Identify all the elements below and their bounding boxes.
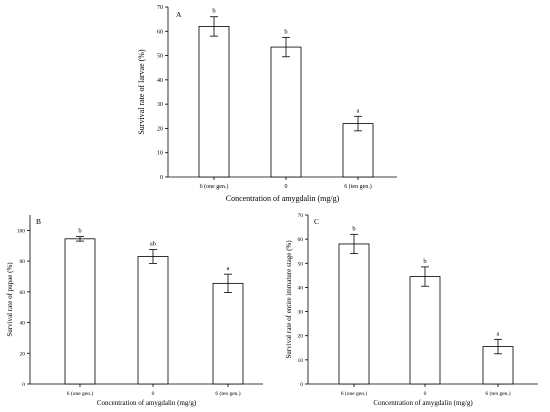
y-tick-label: 0 — [300, 382, 303, 388]
y-tick-label: 30 — [298, 310, 304, 316]
y-tick-label: 70 — [157, 5, 163, 11]
panel-label: B — [36, 217, 41, 226]
y-tick-label: 100 — [17, 228, 26, 234]
y-tick-label: 60 — [298, 237, 304, 243]
y-tick-label: 40 — [298, 285, 304, 291]
x-tick-label: 6 (ten gen.) — [344, 183, 372, 190]
x-tick-label: 0 — [424, 391, 427, 397]
y-tick-label: 20 — [20, 351, 26, 357]
y-tick-label: 0 — [160, 175, 163, 181]
x-tick-label: 0 — [285, 184, 288, 190]
significance-label: b — [212, 8, 215, 15]
significance-label: b — [78, 228, 81, 235]
y-tick-label: 70 — [298, 213, 304, 219]
significance-label: a — [497, 330, 500, 337]
y-tick-label: 50 — [157, 54, 163, 60]
x-axis-title: Concentration of amygdalin (mg/g) — [226, 194, 340, 203]
y-axis-title: Survival rate of pupae (%) — [6, 262, 14, 337]
bar — [198, 26, 230, 178]
panel-c: C 0 10 20 30 40 50 60 70 b 6 (one gen.) b 0 a 6 (ten g… — [285, 213, 538, 407]
y-axis-title: Survival rate of entire immature stage (… — [285, 240, 293, 359]
bar — [137, 256, 169, 385]
x-tick-label: 6 (ten gen.) — [485, 390, 510, 397]
bar — [409, 276, 441, 385]
panel-label: C — [314, 217, 319, 226]
y-axis-title: Survival rate of larvae (%) — [137, 49, 146, 135]
y-tick-label: 30 — [157, 102, 163, 108]
y-tick-label: 20 — [298, 334, 304, 340]
y-tick-label: 60 — [20, 290, 26, 296]
y-tick-label: 60 — [157, 29, 163, 35]
y-tick-label: 20 — [157, 126, 163, 132]
significance-label: a — [357, 107, 360, 114]
y-tick-label: 50 — [298, 261, 304, 267]
significance-label: a — [227, 265, 230, 272]
bar — [212, 282, 244, 385]
y-tick-label: 10 — [157, 151, 163, 157]
x-tick-label: 6 (one gen.) — [67, 390, 94, 397]
panel-a: A 0 10 20 30 40 50 60 70 b 6 (one gen.) b 0 a 6 (ten g… — [137, 5, 397, 203]
bar — [338, 243, 370, 385]
bar — [64, 238, 96, 385]
panel-b: B 0 20 40 60 80 100 b 6 (one gen.) ab 0 a 6 (ten gen… — [6, 215, 263, 407]
significance-label: b — [352, 225, 355, 232]
y-tick-label: 40 — [157, 78, 163, 84]
y-tick-label: 0 — [22, 382, 25, 388]
bar — [270, 46, 302, 178]
x-tick-label: 6 (one gen.) — [200, 183, 229, 190]
x-tick-label: 0 — [152, 391, 155, 397]
significance-label: ab — [150, 241, 156, 248]
x-axis-title: Concentration of amygdalin (mg/g) — [97, 399, 197, 407]
y-tick-label: 40 — [20, 321, 26, 327]
panel-label: A — [176, 10, 182, 19]
y-tick-label: 80 — [20, 259, 26, 265]
x-axis-title: Concentration of amygdalin (mg/g) — [373, 399, 473, 407]
x-tick-label: 6 (ten gen.) — [215, 390, 240, 397]
x-tick-label: 6 (one gen.) — [341, 390, 368, 397]
y-tick-label: 10 — [298, 358, 304, 364]
significance-label: b — [423, 258, 426, 265]
significance-label: b — [284, 28, 287, 35]
bar — [342, 123, 374, 178]
